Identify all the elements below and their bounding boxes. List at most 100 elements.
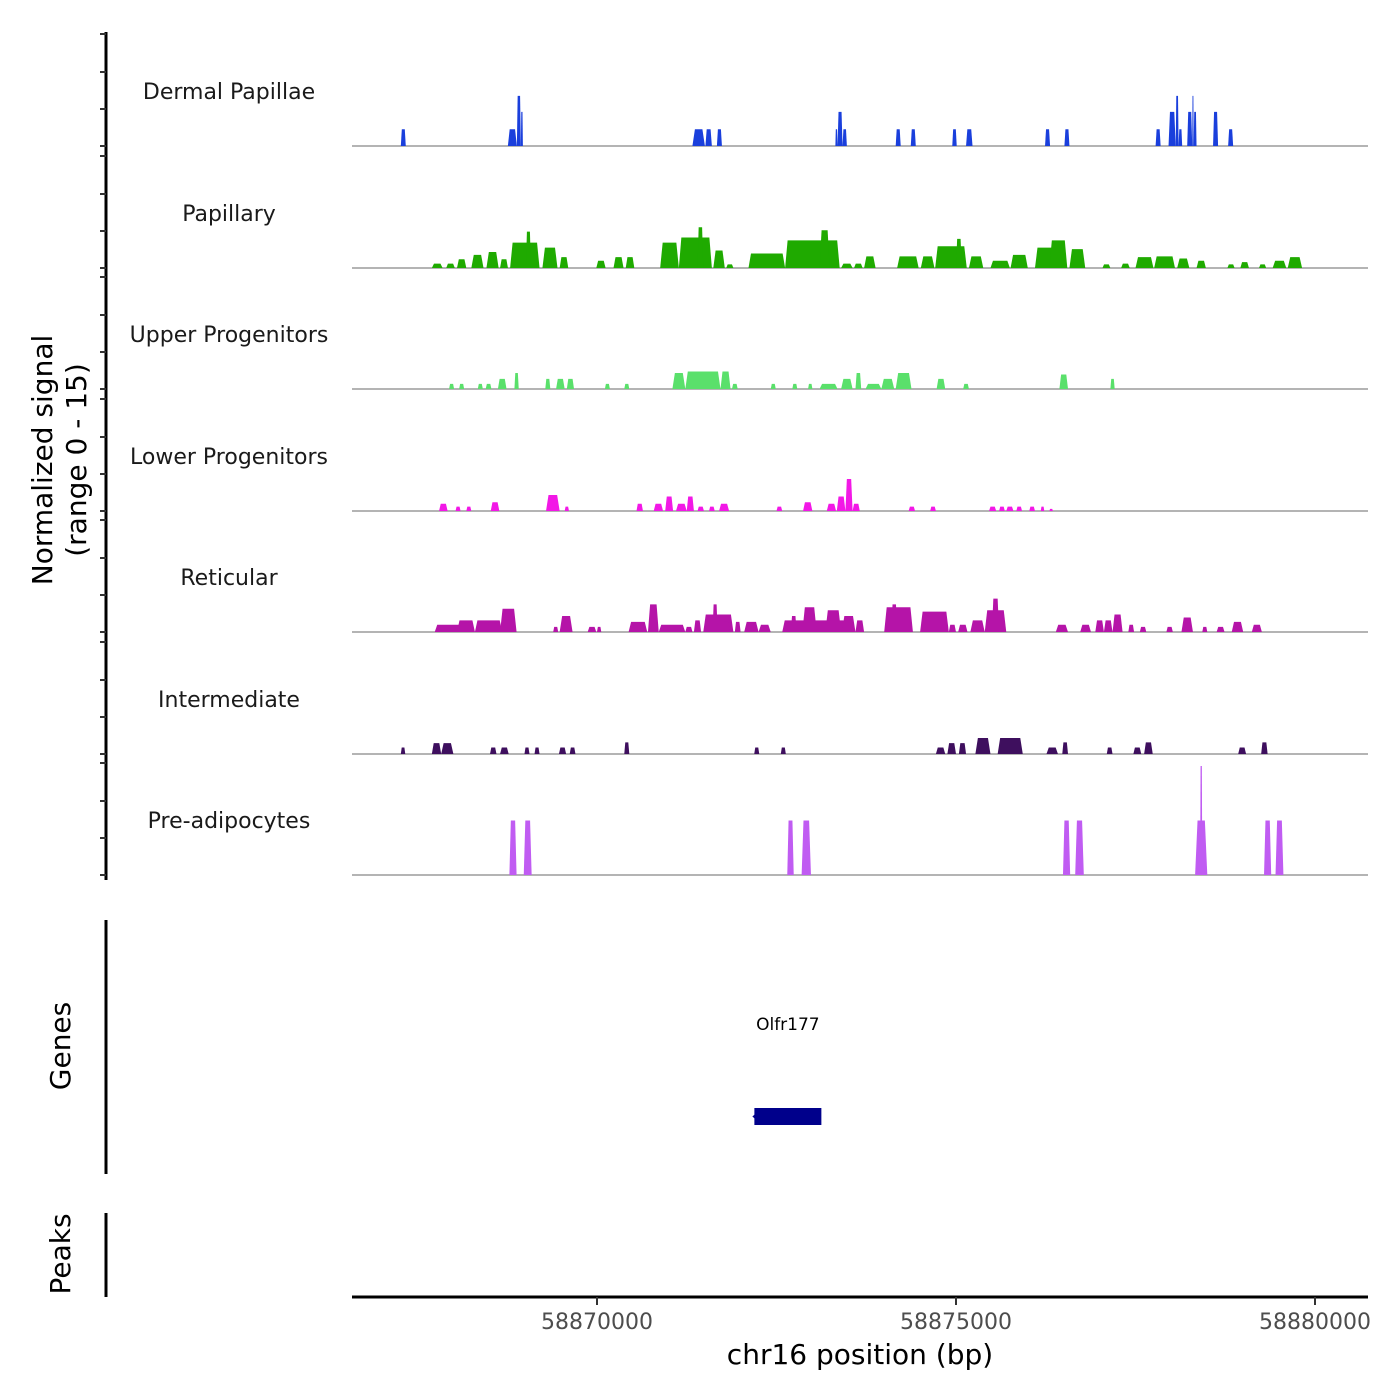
signal-peak [400, 129, 406, 146]
signal-peak [897, 256, 919, 268]
signal-peak [968, 256, 984, 268]
signal-peak [1080, 624, 1091, 632]
signal-peak [754, 747, 760, 754]
signal-peak [744, 621, 759, 632]
signal-peak [510, 242, 540, 268]
signal-peak [984, 610, 1007, 632]
signal-peak [958, 743, 967, 754]
signal-peak [1166, 626, 1173, 632]
signal-peak [952, 129, 957, 146]
signal-peak [1055, 624, 1069, 632]
signal-peak [864, 256, 876, 268]
signal-peak [719, 503, 730, 511]
signal-peak [930, 506, 936, 511]
signal-peak [1228, 129, 1234, 146]
signal-peak [1029, 506, 1035, 511]
signal-peak [596, 626, 602, 632]
signal-peak [855, 373, 862, 389]
signal-peak [1128, 624, 1135, 632]
signal-peak [477, 383, 483, 389]
signal-peak [1240, 262, 1249, 268]
gene-label: Olfr177 [756, 1015, 820, 1035]
signal-peak [459, 383, 465, 389]
signal-peak [842, 129, 847, 146]
signal-peak [1045, 129, 1051, 146]
track-intermediate: Intermediate [158, 688, 1368, 755]
signal-peak [653, 503, 664, 511]
signal-peak [920, 611, 949, 632]
signal-peak [1238, 747, 1247, 754]
signal-peak [449, 383, 455, 389]
signal-peak [845, 479, 853, 511]
signal-peak [947, 743, 956, 754]
x-axis-tick-label: 58875000 [900, 1310, 1012, 1335]
signal-peak [802, 607, 817, 632]
signal-peak [1139, 626, 1147, 632]
signal-peak [855, 620, 865, 632]
signal-peak [836, 496, 846, 511]
signal-peak [675, 503, 687, 511]
signal-peak [819, 230, 830, 268]
signal-peak [1216, 626, 1225, 632]
track-papillary: Papillary [182, 202, 1368, 269]
signal-peak [660, 242, 679, 268]
signal-peak [989, 506, 997, 511]
signal-peak [624, 742, 630, 754]
signal-peak [1121, 263, 1130, 268]
signal-peak [881, 378, 895, 389]
signal-peak [497, 378, 507, 389]
signal-peak [1059, 374, 1069, 389]
signal-peak [486, 252, 499, 268]
signal-peak [566, 378, 575, 389]
signal-peak [1062, 820, 1071, 875]
track-label: Pre-adipocytes [148, 809, 311, 834]
signal-peak [1287, 257, 1303, 268]
signal-peak [665, 496, 674, 511]
signal-peak [1251, 624, 1262, 632]
signal-peak [1168, 111, 1176, 146]
signal-peak [431, 263, 443, 268]
signal-peak [895, 373, 912, 389]
signal-peak [500, 747, 509, 754]
signal-peak [556, 378, 565, 389]
signal-peak [1102, 264, 1111, 268]
signal-peak [776, 506, 783, 511]
signal-peak [884, 607, 913, 632]
signal-peak [720, 371, 731, 389]
signal-peak [1110, 378, 1115, 389]
signal-peak [958, 624, 968, 632]
signal-peak [935, 246, 967, 268]
signal-peak [400, 747, 406, 754]
signal-peak [559, 616, 573, 632]
signal-peak [466, 506, 472, 511]
track-label: Lower Progenitors [130, 445, 328, 470]
signal-peak [1193, 111, 1197, 146]
signal-peak [500, 259, 508, 268]
signal-peak [1275, 820, 1284, 875]
signal-peak [1112, 614, 1123, 632]
signal-peak [1178, 129, 1183, 146]
signal-peak [713, 250, 725, 268]
signal-peak [1202, 626, 1208, 632]
signal-peak [997, 738, 1023, 754]
signal-peak [1062, 742, 1069, 754]
signal-peak [803, 502, 813, 511]
signal-peak [559, 257, 569, 268]
signal-peak [1095, 620, 1104, 632]
signal-peak [520, 111, 523, 146]
signal-peak [613, 257, 624, 268]
signal-peak [726, 264, 734, 268]
signal-peak [1187, 111, 1193, 146]
signal-peak [895, 129, 901, 146]
signal-peak [697, 506, 704, 511]
signal-peak [1049, 508, 1053, 511]
signal-peak [658, 624, 686, 632]
signal-peak [672, 373, 686, 389]
signal-peak [731, 383, 738, 389]
signal-peak [685, 371, 721, 389]
signal-peak [693, 620, 702, 632]
x-axis-title: chr16 position (bp) [727, 1338, 993, 1371]
signal-peak [1154, 256, 1175, 268]
signal-peak [1016, 506, 1023, 511]
